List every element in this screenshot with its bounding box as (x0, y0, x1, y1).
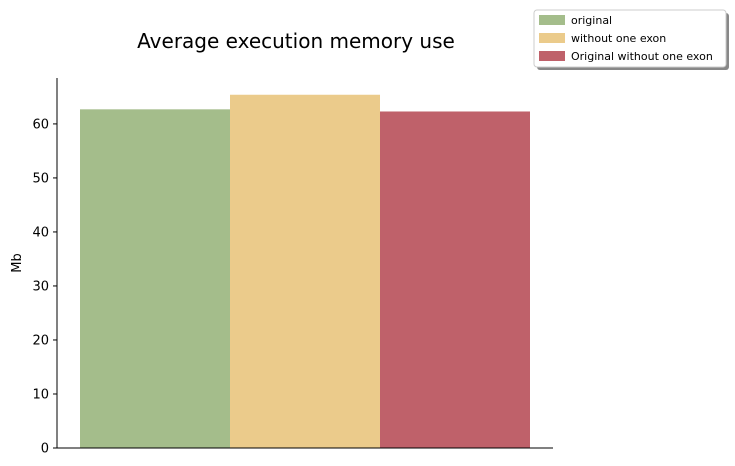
legend-swatch (539, 15, 565, 25)
legend-label: without one exon (571, 32, 666, 45)
chart-title: Average execution memory use (137, 29, 455, 53)
y-tick-label: 10 (32, 387, 49, 402)
bar-2 (230, 94, 380, 449)
legend-frame (533, 9, 727, 68)
legend-label: Original without one exon (571, 50, 713, 63)
y-tick-label: 40 (32, 225, 49, 240)
y-axis-label: Mb (10, 253, 25, 272)
legend: original without one exon Original without… (533, 9, 729, 70)
y-ticks-group: 0 10 20 30 40 50 60 (32, 117, 57, 457)
y-tick-label: 0 (41, 442, 49, 457)
legend-swatch (539, 51, 565, 61)
legend-swatch (539, 33, 565, 43)
bars-group (80, 94, 530, 449)
y-tick-label: 20 (32, 333, 49, 348)
bar-1 (80, 109, 230, 449)
legend-label: original (571, 14, 612, 27)
legend-items: original without one exon Original without… (539, 14, 713, 63)
bar-3 (380, 111, 530, 449)
y-tick-label: 50 (32, 171, 49, 186)
y-tick-label: 60 (32, 117, 49, 132)
y-tick-label: 30 (32, 279, 49, 294)
